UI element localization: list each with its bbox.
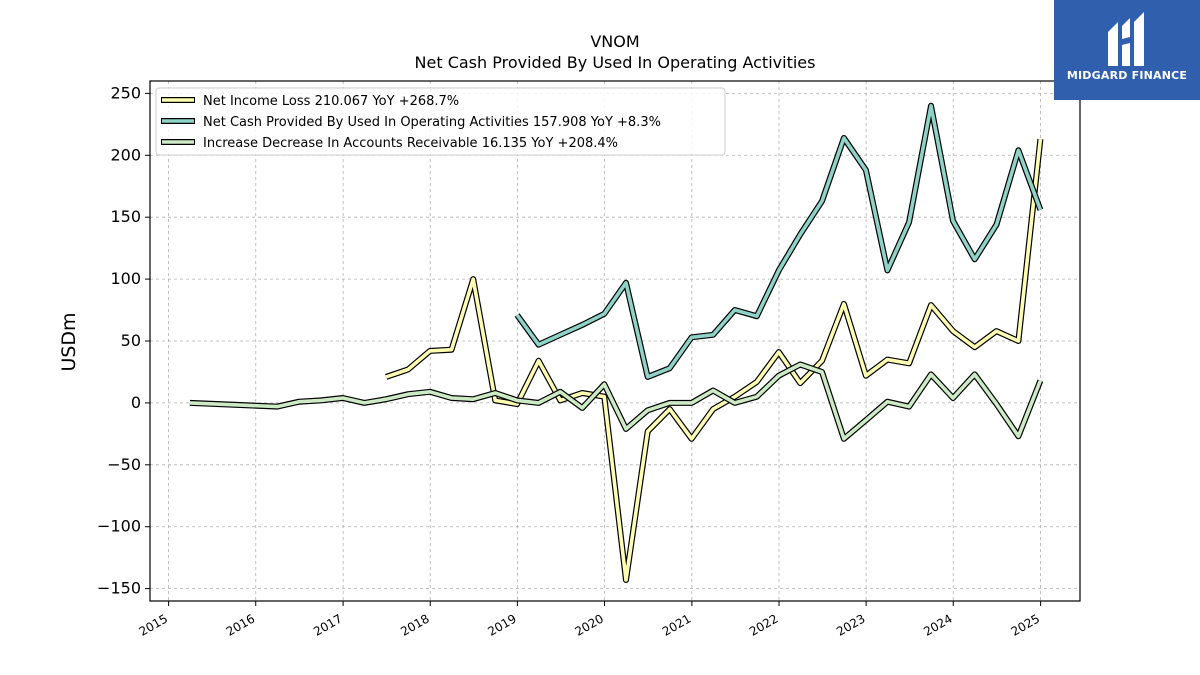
- series-line-1: [515, 104, 1043, 379]
- tick-layer: 250 200 150 100 50 0 −50 −100 −150 2015 2016 2017 20…: [97, 83, 1042, 638]
- x-tick-label: 2022: [747, 611, 780, 638]
- y-tick-label: 200: [110, 145, 141, 164]
- legend-label: Increase Decrease In Accounts Receivable…: [203, 136, 618, 151]
- legend: Net Income Loss 210.067 YoY +268.7% Net C…: [155, 87, 726, 156]
- logo-mark-icon: [1108, 12, 1144, 66]
- chart-title: VNOM: [590, 32, 639, 51]
- legend-label: Net Income Loss 210.067 YoY +268.7%: [203, 94, 459, 109]
- y-tick-label: 250: [110, 83, 141, 102]
- legend-box: [155, 87, 726, 156]
- legend-label: Net Cash Provided By Used In Operating A…: [203, 115, 661, 130]
- logo-badge: MIDGARD FINANCE: [1054, 0, 1200, 100]
- x-tick-label: 2020: [573, 611, 606, 638]
- y-axis-label: USDm: [58, 312, 80, 371]
- x-tick-label: 2017: [311, 611, 344, 638]
- y-tick-label: 0: [131, 393, 141, 412]
- x-tick-label: 2018: [398, 611, 431, 638]
- y-tick-label: 150: [110, 207, 141, 226]
- x-tick-label: 2021: [660, 611, 693, 638]
- x-tick-label: 2019: [485, 611, 518, 638]
- series-outline-0: [385, 138, 1044, 583]
- x-tick-label: 2025: [1009, 611, 1042, 638]
- y-tick-label: −150: [97, 579, 141, 598]
- series-line-0: [385, 139, 1043, 582]
- y-tick-label: −50: [107, 455, 141, 474]
- y-tick-label: −100: [97, 517, 141, 536]
- y-tick-label: 100: [110, 269, 141, 288]
- series-line-2: [189, 362, 1043, 441]
- x-tick-label: 2023: [834, 611, 867, 638]
- series-layer: [189, 102, 1044, 583]
- chart-subtitle: Net Cash Provided By Used In Operating A…: [415, 53, 816, 72]
- y-tick-label: 50: [121, 331, 141, 350]
- logo-text: MIDGARD FINANCE: [1066, 69, 1188, 82]
- x-tick-label: 2024: [921, 611, 954, 638]
- x-tick-label: 2016: [224, 611, 257, 638]
- x-tick-label: 2015: [137, 611, 170, 638]
